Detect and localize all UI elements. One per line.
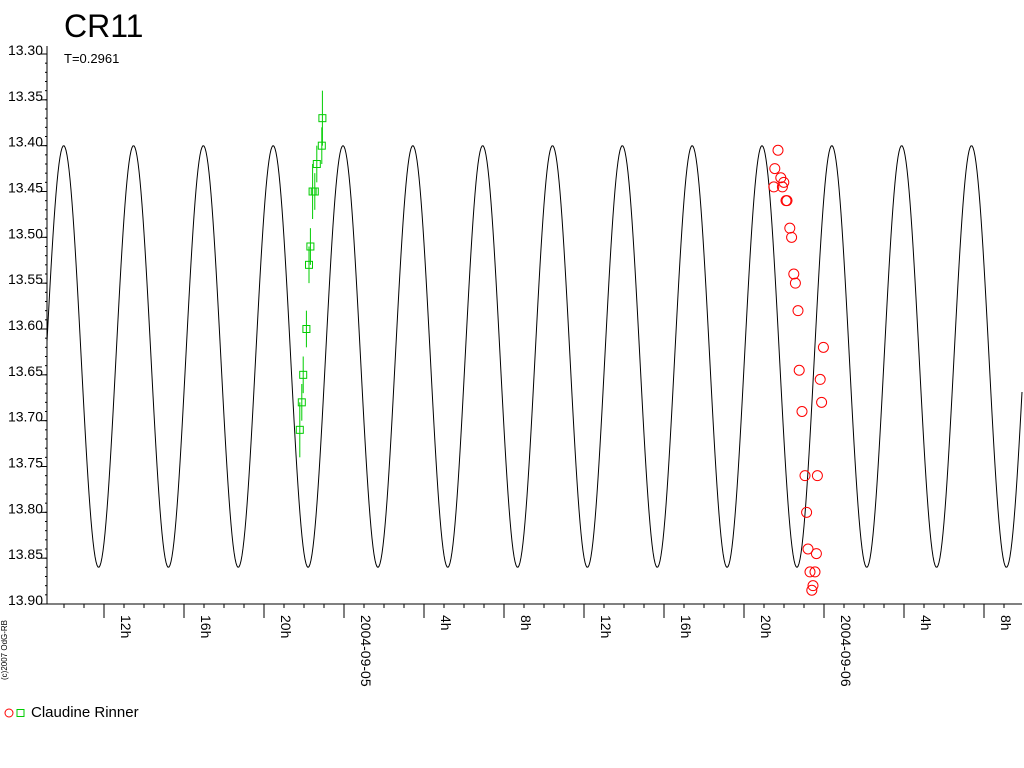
data-point-circle <box>792 305 804 317</box>
data-point-circle <box>788 268 800 280</box>
y-tick-label: 13.75 <box>8 455 43 471</box>
data-point-circle <box>781 195 793 207</box>
model-curve-line <box>46 145 1023 568</box>
x-tick-label: 8h <box>518 615 534 631</box>
chart-legend: Claudine Rinner <box>4 704 139 721</box>
data-point-circle <box>806 584 818 596</box>
data-point-square <box>317 141 326 150</box>
data-point-circle <box>786 231 798 243</box>
page-title: CR11 <box>64 8 144 44</box>
y-tick-label: 13.85 <box>8 546 43 562</box>
y-tick-label: 13.60 <box>8 317 43 333</box>
x-tick-label: 20h <box>758 615 774 638</box>
data-point-circle <box>769 163 781 175</box>
data-point-circle <box>776 181 788 193</box>
data-point-square <box>306 242 315 251</box>
y-tick-label: 13.40 <box>8 134 43 150</box>
y-tick-label: 13.50 <box>8 225 43 241</box>
x-tick-label: 4h <box>918 615 934 631</box>
x-tick-label: 16h <box>198 615 214 638</box>
data-point-circle <box>768 181 780 193</box>
data-point-circle <box>817 341 829 353</box>
y-tick-label: 13.90 <box>8 592 43 608</box>
legend-label: Claudine Rinner <box>31 704 139 721</box>
y-tick-label: 13.70 <box>8 409 43 425</box>
data-point-circle <box>802 543 814 555</box>
data-point-circle <box>811 470 823 482</box>
x-tick-label: 2004-09-06 <box>838 615 854 687</box>
y-tick-label: 13.80 <box>8 500 43 516</box>
x-tick-label: 2004-09-05 <box>358 615 374 687</box>
data-point-square <box>305 260 313 269</box>
x-tick-label: 4h <box>438 615 454 631</box>
data-point-circle <box>810 548 822 560</box>
data-point-circle <box>801 506 813 518</box>
data-point-circle <box>789 277 801 289</box>
y-tick-label: 13.45 <box>8 180 43 196</box>
x-tick-label: 12h <box>118 615 134 638</box>
y-tick-label: 13.65 <box>8 363 43 379</box>
data-point-square <box>318 114 327 123</box>
data-point-circle <box>772 144 784 156</box>
data-point-circle <box>799 470 811 482</box>
data-point-circle <box>814 373 826 385</box>
data-point-circle <box>804 566 816 578</box>
x-tick-label: 20h <box>278 615 294 638</box>
data-point-square <box>295 425 304 434</box>
data-point-square <box>297 398 306 407</box>
model-curve <box>46 145 1023 568</box>
y-tick-label: 13.35 <box>8 88 43 104</box>
data-point-square <box>299 370 308 379</box>
x-tick-label: 8h <box>998 615 1014 631</box>
data-point-circle <box>807 580 819 592</box>
x-tick-label: 16h <box>678 615 694 638</box>
chart-axes: 13.30 13.35 13.40 13.45 13.50 13.55 13.60 13.65… <box>8 42 1022 687</box>
data-point-circle <box>784 222 796 234</box>
chart-subtitle: T=0.2961 <box>64 51 120 66</box>
data-point-circle <box>793 364 805 376</box>
data-series <box>295 90 829 596</box>
data-point-square <box>310 187 319 196</box>
data-point-square <box>312 160 321 168</box>
data-point-circle <box>809 566 821 578</box>
y-tick-label: 13.30 <box>8 42 43 58</box>
y-tick-label: 13.55 <box>8 271 43 287</box>
data-point-square <box>302 325 311 333</box>
data-point-circle <box>778 176 790 188</box>
legend-markers-icon <box>4 708 25 717</box>
x-tick-label: 12h <box>598 615 614 638</box>
data-point-circle <box>816 396 828 408</box>
data-point-circle <box>796 406 808 417</box>
